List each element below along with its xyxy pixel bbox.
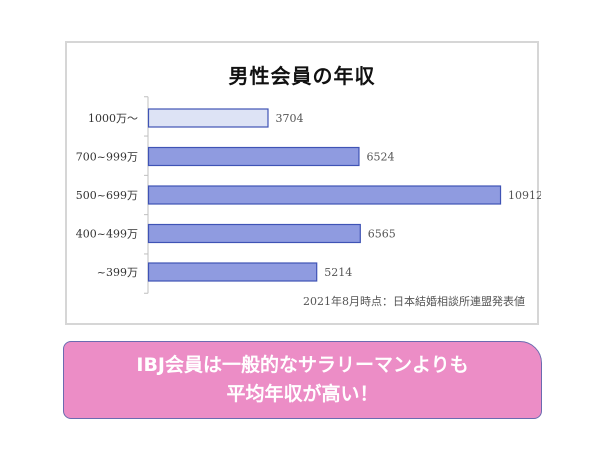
bar-chart: 1000万〜 3704 700~999万 6524 500~699万 10912 400~4… — [76, 96, 541, 294]
callout-banner: IBJ会員は一般的なサラリーマンよりも 平均年収が高い！ — [63, 341, 542, 419]
bar — [147, 146, 360, 167]
data-label: 10912 — [508, 189, 541, 202]
callout-line-2: 平均年収が高い！ — [226, 383, 379, 405]
data-label: 3704 — [275, 112, 303, 125]
chart-title: 男性会員の年収 — [228, 64, 376, 88]
category-label: ~399万 — [97, 266, 138, 279]
category-label: 500~699万 — [76, 189, 138, 202]
source-note: 2021年8月時点：日本結婚相談所連盟発表値 — [303, 295, 525, 308]
chart-frame: 男性会員の年収 1000万〜 3704 700~999万 6524 500~699万 10… — [65, 41, 541, 325]
bar — [147, 223, 361, 244]
category-label: 1000万〜 — [88, 112, 138, 125]
bar — [147, 108, 269, 128]
bar — [147, 262, 318, 282]
category-label: 400~499万 — [76, 228, 138, 241]
bar — [147, 185, 502, 205]
category-label: 700~999万 — [76, 151, 138, 164]
data-label: 6524 — [366, 151, 394, 164]
callout-line-1: IBJ会員は一般的なサラリーマンよりも — [136, 354, 469, 376]
data-label: 6565 — [368, 228, 396, 241]
data-label: 5214 — [324, 266, 352, 279]
